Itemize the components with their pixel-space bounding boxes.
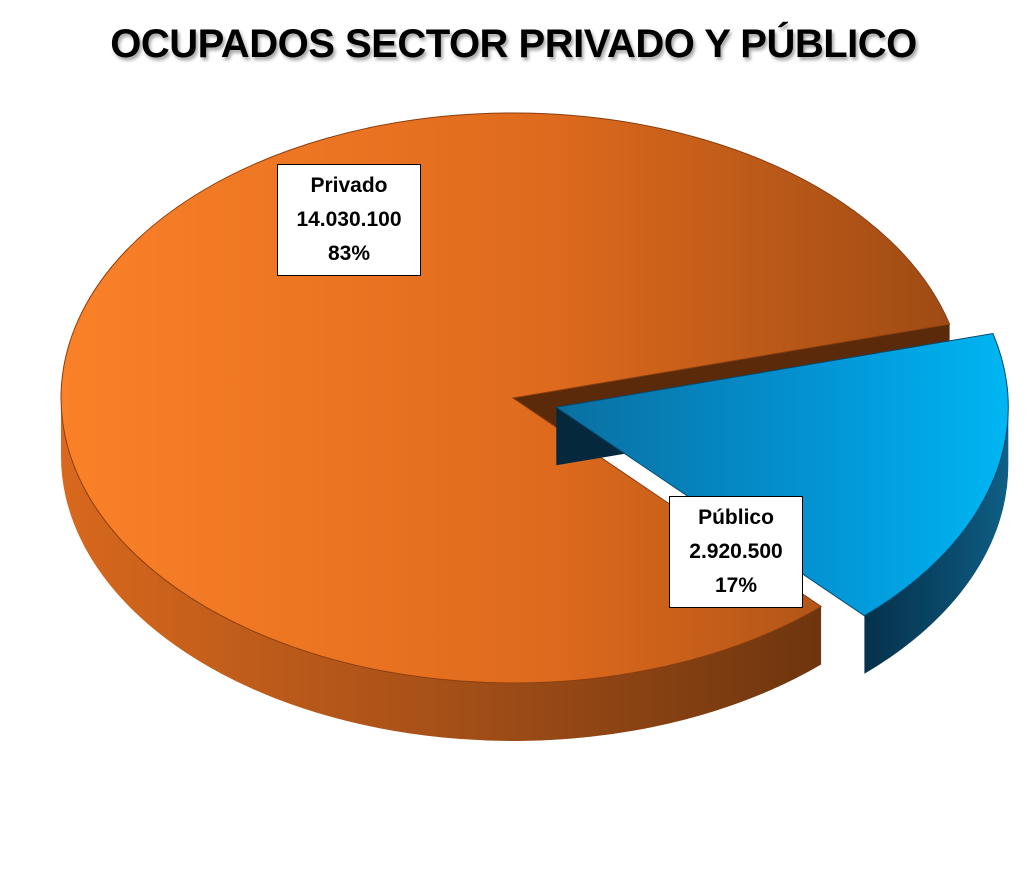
slice-value-publico: 2.920.500 <box>689 540 783 563</box>
slice-label-privado: Privado <box>310 174 388 197</box>
data-label-privado: Privado 14.030.100 83% <box>277 164 421 276</box>
chart-title: OCUPADOS SECTOR PRIVADO Y PÚBLICO <box>110 22 917 66</box>
slice-side-privado <box>61 398 822 741</box>
slice-side-publico <box>864 407 1009 674</box>
slice-percent-publico: 17% <box>714 574 758 597</box>
slice-publico <box>554 332 1009 617</box>
slice-value-privado: 14.030.100 <box>296 208 402 231</box>
data-label-publico: Público 2.920.500 17% <box>669 496 803 608</box>
slice-label-publico: Público <box>698 506 774 529</box>
slice-percent-privado: 83% <box>327 242 371 265</box>
